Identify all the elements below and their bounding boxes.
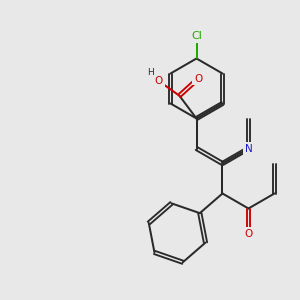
Text: Cl: Cl — [191, 31, 202, 41]
Text: N: N — [244, 143, 252, 154]
Text: H: H — [147, 68, 154, 77]
Text: O: O — [244, 229, 253, 239]
Text: O: O — [154, 76, 163, 86]
Text: O: O — [194, 74, 202, 83]
